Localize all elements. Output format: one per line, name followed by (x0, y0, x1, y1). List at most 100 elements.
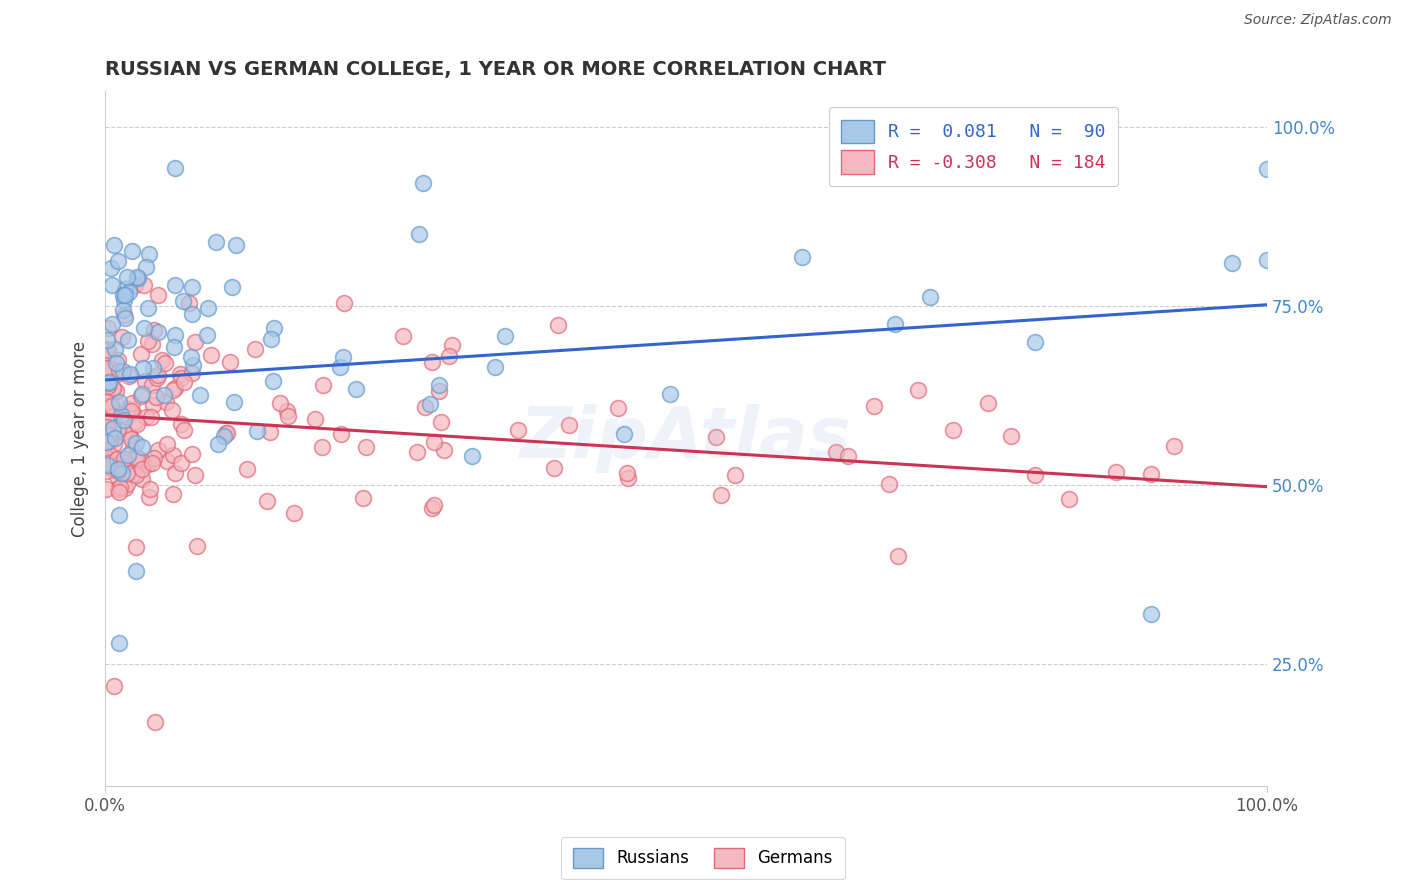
Point (142, 323, 165, 337)
Point (188, 387, 211, 401)
Point (96, 409, 118, 423)
Point (120, 429, 142, 443)
Legend: Russians, Germans: Russians, Germans (561, 837, 845, 880)
Point (260, 332, 283, 346)
Point (884, 317, 907, 331)
Point (117, 477, 139, 491)
Point (162, 448, 184, 462)
Point (103, 412, 125, 426)
Point (616, 466, 638, 480)
Point (977, 396, 1000, 410)
Point (558, 417, 581, 432)
Point (214, 425, 236, 440)
Point (408, 227, 430, 242)
Point (165, 278, 187, 293)
Point (107, 462, 129, 476)
Point (312, 378, 335, 392)
Point (440, 338, 463, 352)
Point (225, 237, 247, 252)
Point (96, 376, 118, 390)
Point (942, 423, 965, 437)
Point (419, 397, 441, 411)
Point (148, 443, 170, 458)
Point (131, 387, 153, 401)
Point (169, 367, 191, 381)
Point (103, 415, 125, 429)
Point (352, 491, 374, 505)
Point (433, 442, 456, 457)
Point (420, 355, 443, 369)
Text: Source: ZipAtlas.com: Source: ZipAtlas.com (1244, 13, 1392, 28)
Point (97, 430, 120, 444)
Point (1139, 467, 1161, 481)
Point (110, 408, 132, 422)
Point (108, 636, 131, 650)
Point (423, 498, 446, 512)
Point (97, 343, 120, 357)
Point (877, 477, 900, 491)
Point (221, 280, 243, 294)
Point (138, 490, 160, 504)
Point (114, 282, 136, 296)
Point (205, 235, 228, 249)
Point (304, 412, 326, 426)
Point (184, 334, 207, 349)
Point (1256, 162, 1278, 177)
Point (180, 447, 202, 461)
Point (118, 367, 141, 381)
Point (112, 413, 135, 427)
Point (111, 466, 134, 480)
Point (430, 415, 453, 429)
Point (97, 321, 120, 335)
Point (121, 451, 143, 466)
Point (245, 342, 267, 356)
Point (197, 328, 219, 343)
Point (110, 480, 132, 494)
Point (131, 472, 153, 486)
Point (236, 462, 259, 476)
Point (181, 280, 204, 294)
Point (613, 426, 636, 441)
Point (406, 444, 429, 458)
Point (163, 161, 186, 176)
Point (180, 350, 202, 364)
Point (132, 457, 155, 471)
Point (141, 336, 163, 351)
Point (129, 452, 152, 467)
Point (121, 406, 143, 420)
Point (329, 359, 352, 374)
Point (131, 440, 153, 454)
Point (98, 428, 121, 442)
Point (118, 285, 141, 300)
Point (139, 482, 162, 496)
Point (197, 301, 219, 315)
Point (134, 260, 156, 274)
Point (124, 540, 146, 554)
Point (104, 431, 127, 445)
Point (606, 401, 628, 415)
Point (114, 288, 136, 302)
Point (427, 378, 450, 392)
Point (96, 449, 118, 463)
Point (138, 247, 160, 261)
Point (101, 277, 124, 292)
Point (112, 452, 135, 467)
Point (186, 539, 208, 553)
Legend: R =  0.081   N =  90, R = -0.308   N = 184: R = 0.081 N = 90, R = -0.308 N = 184 (828, 107, 1118, 186)
Point (547, 318, 569, 333)
Point (170, 417, 193, 432)
Point (103, 437, 125, 451)
Point (112, 425, 135, 440)
Point (1024, 335, 1046, 350)
Point (256, 494, 278, 508)
Point (115, 269, 138, 284)
Point (173, 376, 195, 390)
Point (105, 397, 128, 411)
Point (98, 434, 121, 448)
Point (122, 467, 145, 481)
Point (117, 448, 139, 462)
Point (139, 410, 162, 425)
Point (96, 420, 118, 434)
Point (263, 320, 285, 334)
Point (163, 340, 186, 354)
